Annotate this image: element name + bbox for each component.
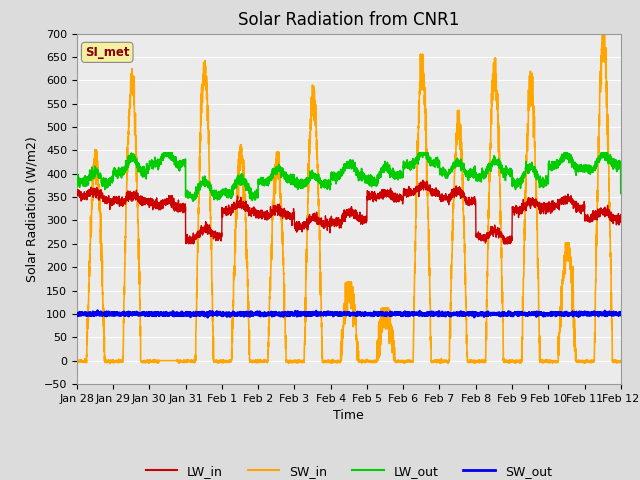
- LW_out: [171, 156, 179, 162]
- SW_in: [171, 358, 179, 363]
- LW_in: [441, 192, 449, 198]
- Text: SI_met: SI_met: [85, 46, 129, 59]
- X-axis label: Time: Time: [333, 409, 364, 422]
- LW_out: [471, 163, 479, 169]
- SW_in: [329, 358, 337, 364]
- LW_out: [441, 171, 449, 177]
- SW_out: [93, 308, 101, 313]
- LW_in: [471, 198, 479, 204]
- Legend: LW_in, SW_in, LW_out, SW_out: LW_in, SW_in, LW_out, SW_out: [141, 460, 557, 480]
- LW_in: [73, 187, 81, 193]
- SW_in: [441, 359, 449, 365]
- LW_out: [189, 198, 197, 204]
- SW_out: [471, 312, 479, 318]
- SW_in: [616, 359, 624, 364]
- LW_out: [617, 191, 625, 196]
- SW_out: [617, 312, 625, 318]
- LW_in: [329, 219, 337, 225]
- SW_in: [600, 22, 607, 27]
- SW_in: [73, 358, 81, 364]
- LW_in: [419, 177, 427, 183]
- LW_in: [182, 241, 190, 247]
- SW_out: [171, 312, 179, 317]
- SW_in: [106, 361, 114, 367]
- SW_in: [617, 358, 625, 363]
- LW_out: [502, 173, 509, 179]
- LW_out: [160, 150, 168, 156]
- Title: Solar Radiation from CNR1: Solar Radiation from CNR1: [238, 11, 460, 29]
- Line: LW_in: LW_in: [77, 180, 621, 244]
- SW_out: [616, 309, 624, 315]
- SW_out: [441, 311, 449, 317]
- Line: SW_in: SW_in: [77, 24, 621, 364]
- Line: SW_out: SW_out: [77, 311, 621, 317]
- SW_in: [471, 358, 479, 363]
- SW_out: [502, 312, 509, 318]
- LW_in: [502, 239, 509, 245]
- LW_out: [73, 182, 81, 188]
- LW_out: [616, 163, 624, 169]
- SW_out: [329, 310, 337, 315]
- Y-axis label: Solar Radiation (W/m2): Solar Radiation (W/m2): [25, 136, 38, 282]
- LW_out: [329, 175, 337, 181]
- Line: LW_out: LW_out: [77, 153, 621, 201]
- LW_in: [171, 201, 179, 207]
- SW_in: [502, 359, 509, 364]
- LW_in: [617, 212, 625, 217]
- SW_out: [73, 312, 81, 318]
- LW_in: [616, 216, 624, 222]
- SW_out: [204, 314, 211, 320]
